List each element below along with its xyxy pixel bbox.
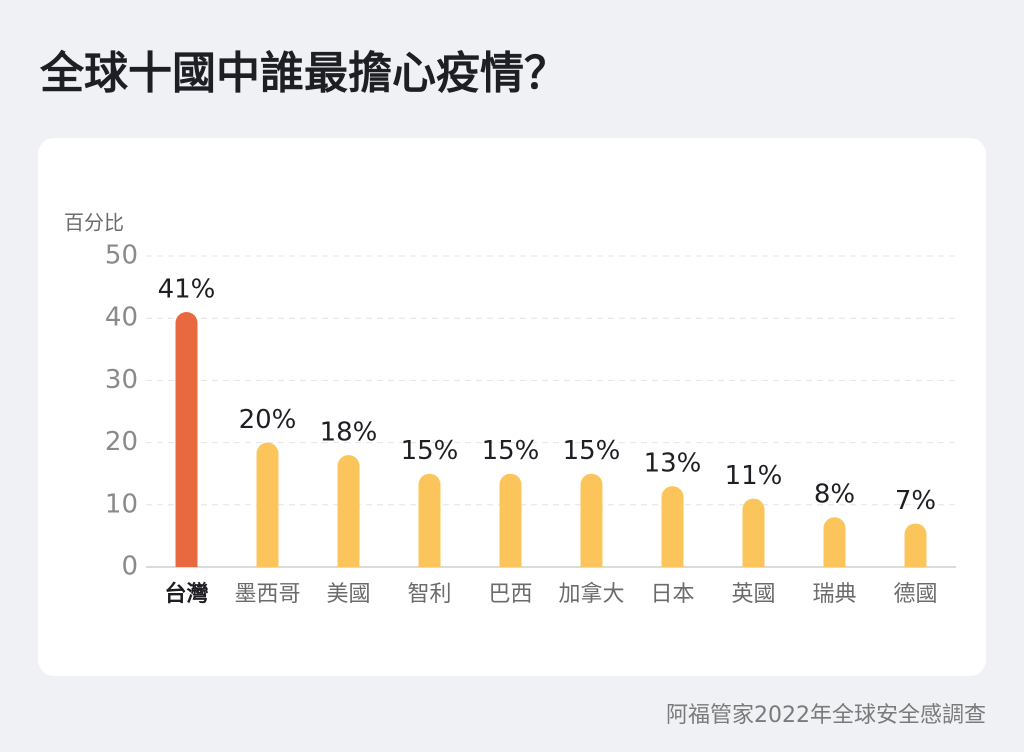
- value-label: 11%: [725, 461, 783, 491]
- value-label: 15%: [482, 436, 540, 466]
- y-tick-label: 50: [105, 241, 138, 271]
- x-tick-label: 加拿大: [558, 581, 624, 607]
- x-tick-label: 英國: [731, 582, 775, 607]
- x-tick-label: 日本: [650, 582, 694, 607]
- value-label: 20%: [239, 405, 297, 435]
- x-tick-label: 美國: [326, 582, 370, 607]
- value-label: 13%: [644, 449, 702, 479]
- x-tick-label: 智利: [407, 582, 451, 607]
- y-tick-label: 0: [121, 552, 138, 582]
- bar: [904, 523, 927, 567]
- bar: [823, 517, 846, 567]
- value-label: 18%: [320, 418, 378, 448]
- bar: [337, 455, 360, 567]
- x-tick-label: 墨西哥: [234, 582, 300, 607]
- y-tick-label: 10: [105, 489, 138, 519]
- value-label: 15%: [401, 436, 459, 466]
- chart-title: 全球十國中誰最擔心疫情？: [39, 48, 568, 99]
- bar: [742, 498, 765, 567]
- x-tick-label: 德國: [893, 582, 937, 607]
- x-tick-label: 瑞典: [812, 582, 856, 607]
- value-label: 8%: [814, 480, 855, 510]
- bar: [175, 311, 198, 567]
- bar: [661, 486, 684, 567]
- bar: [499, 473, 522, 567]
- value-label: 7%: [895, 486, 936, 516]
- y-tick-label: 20: [105, 427, 138, 457]
- bar: [256, 442, 279, 567]
- value-label: 41%: [158, 274, 216, 304]
- y-axis-label: 百分比: [64, 211, 124, 235]
- y-tick-label: 40: [105, 303, 138, 333]
- x-tick-label: 台灣: [164, 581, 208, 607]
- source: 阿福管家2022年全球安全感調查: [666, 703, 986, 728]
- y-tick-label: 30: [105, 365, 138, 395]
- bar: [418, 473, 441, 567]
- bar: [580, 473, 603, 567]
- value-label: 15%: [563, 436, 621, 466]
- x-tick-label: 巴西: [488, 582, 532, 607]
